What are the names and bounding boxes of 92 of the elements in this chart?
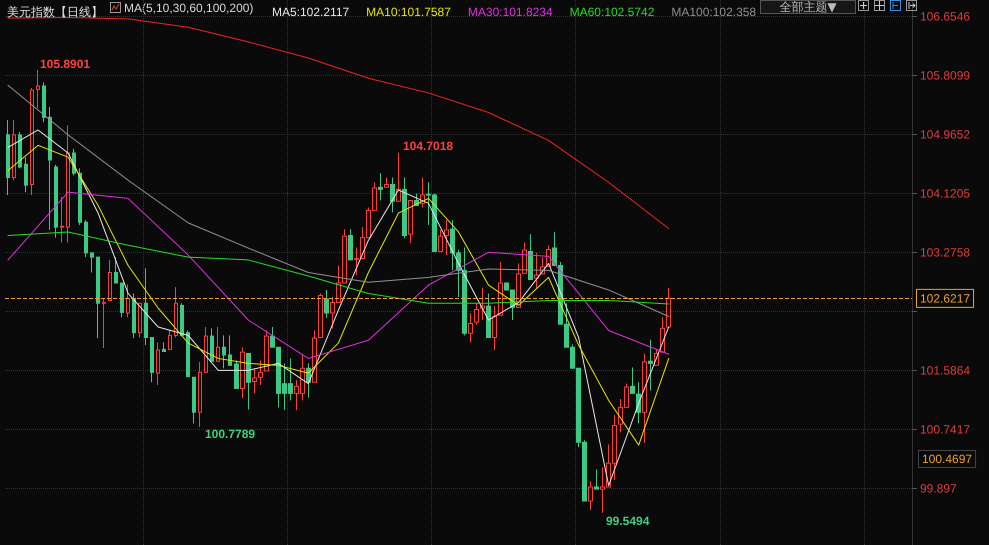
candlestick bbox=[90, 252, 94, 273]
candlestick bbox=[408, 200, 413, 244]
y-tick-label: 101.5864 bbox=[920, 364, 970, 378]
candlestick bbox=[468, 312, 473, 343]
candlestick bbox=[474, 302, 479, 326]
candlestick bbox=[396, 152, 401, 202]
candlestick bbox=[24, 156, 28, 193]
candlestick bbox=[96, 256, 100, 339]
line-series bbox=[8, 192, 670, 359]
candlestick bbox=[492, 306, 497, 351]
annotation: 105.8901 bbox=[40, 57, 90, 71]
candlestick bbox=[486, 292, 491, 338]
candlestick bbox=[174, 286, 178, 338]
candlestick bbox=[186, 330, 190, 378]
line-series bbox=[8, 84, 670, 318]
y-tick-label: 103.2758 bbox=[920, 246, 970, 260]
annotation: 99.5494 bbox=[606, 514, 650, 528]
candlestick bbox=[6, 120, 10, 196]
candlestick bbox=[180, 302, 184, 336]
candlestick bbox=[78, 168, 82, 226]
candlestick bbox=[324, 289, 329, 318]
candlestick bbox=[588, 480, 593, 511]
candlestick bbox=[534, 252, 539, 288]
candlestick bbox=[30, 88, 34, 196]
candlestick bbox=[126, 284, 130, 318]
text: MA30:101.8234 bbox=[468, 5, 553, 19]
line-series bbox=[8, 129, 670, 486]
candlestick bbox=[240, 346, 245, 399]
candlestick bbox=[132, 292, 136, 339]
candlestick bbox=[216, 326, 220, 362]
candlestick bbox=[594, 469, 599, 490]
text: MA100:102.358 bbox=[671, 5, 756, 19]
candlestick bbox=[48, 106, 52, 230]
annotation: MA(5,10,30,60,100,200) bbox=[124, 1, 254, 15]
candlestick bbox=[102, 298, 106, 348]
candlestick bbox=[522, 242, 527, 274]
y-tick-label: 99.897 bbox=[920, 482, 958, 496]
candlestick bbox=[18, 132, 22, 169]
candlestick bbox=[402, 176, 407, 239]
ref-line-label: 102.6217 bbox=[920, 291, 970, 306]
line-series bbox=[8, 231, 670, 304]
candlestick bbox=[444, 220, 449, 256]
candlestick bbox=[162, 342, 166, 352]
candlestick bbox=[378, 172, 383, 202]
candlestick bbox=[384, 176, 389, 188]
candlestick bbox=[84, 220, 88, 258]
candlestick bbox=[642, 353, 647, 444]
candlestick bbox=[36, 69, 40, 109]
candlestick bbox=[264, 330, 269, 372]
candlestick bbox=[150, 336, 154, 383]
candlestick bbox=[222, 334, 226, 369]
y-tick-label: 106.6546 bbox=[920, 9, 970, 24]
candlestick bbox=[120, 282, 124, 318]
candlestick bbox=[438, 229, 443, 252]
candlestick bbox=[528, 234, 533, 280]
y-tick-label: 104.1205 bbox=[920, 186, 970, 201]
text: MA5:102.2117 bbox=[272, 5, 350, 19]
menu-button: 全部主题▼ bbox=[760, 0, 856, 14]
candlestick bbox=[234, 360, 239, 389]
candlestick bbox=[108, 259, 112, 301]
candlestick bbox=[348, 228, 353, 260]
candlestick bbox=[54, 164, 58, 238]
candlestick bbox=[666, 287, 671, 328]
candlestick bbox=[648, 339, 653, 392]
candlestick bbox=[198, 361, 202, 428]
candlestick bbox=[42, 82, 46, 123]
text: 100.4697 bbox=[922, 452, 972, 466]
candlestick bbox=[354, 246, 359, 276]
candlestick bbox=[204, 326, 208, 373]
candlestick bbox=[156, 342, 160, 386]
annotation: 104.7018 bbox=[403, 139, 454, 153]
annotation: 100.7789 bbox=[205, 427, 256, 441]
candlestick bbox=[66, 124, 70, 243]
chart-title: 美元指数【日线】 bbox=[7, 5, 103, 19]
text: MA10:101.7587 bbox=[366, 5, 452, 19]
candlestick bbox=[144, 268, 148, 346]
candlestick bbox=[114, 256, 118, 284]
candlestick bbox=[138, 302, 142, 338]
line-series bbox=[8, 16, 670, 229]
candlestick bbox=[390, 176, 395, 213]
candlestick bbox=[12, 120, 16, 181]
candlestick bbox=[210, 328, 214, 362]
candlestick bbox=[480, 287, 485, 321]
candlestick bbox=[60, 196, 64, 243]
text: MA60:102.5742 bbox=[570, 5, 655, 19]
y-tick-label: 105.8099 bbox=[920, 68, 970, 82]
y-tick-label: 104.9652 bbox=[920, 127, 970, 142]
candlestick bbox=[246, 353, 251, 410]
candlestick bbox=[192, 376, 196, 424]
y-tick-label: 100.7417 bbox=[920, 422, 970, 437]
candlestick bbox=[228, 334, 232, 366]
candlestick bbox=[168, 330, 172, 351]
